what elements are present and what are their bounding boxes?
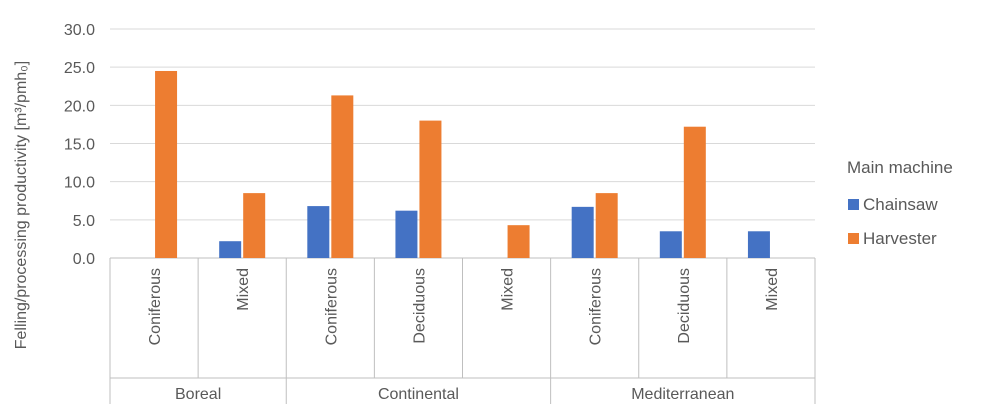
bar-harvester (243, 193, 266, 258)
bar-chainsaw (219, 241, 242, 258)
y-tick-labels: 0.0 5.0 10.0 15.0 20.0 25.0 30.0 (64, 22, 95, 268)
gridlines (110, 28, 815, 221)
legend-swatch-harvester (848, 233, 859, 244)
bar-chainsaw (747, 231, 770, 258)
group-label: Mediterranean (631, 386, 734, 403)
bar-harvester (595, 193, 618, 258)
group-label: Boreal (175, 386, 221, 403)
bars (155, 70, 770, 258)
legend: Main machine Chainsaw Harvester (847, 158, 953, 248)
bar-harvester (507, 225, 530, 258)
group-label: Continental (378, 386, 459, 403)
category-labels: Coniferous Mixed Boreal Coniferous Deciduous… (147, 268, 781, 403)
legend-label-chainsaw: Chainsaw (863, 195, 938, 214)
category-label: Deciduous (676, 268, 693, 344)
category-label: Deciduous (411, 268, 428, 344)
bar-chainsaw (307, 206, 330, 258)
y-tick-label: 15.0 (64, 137, 95, 154)
bar-harvester (331, 95, 354, 258)
axes (109, 257, 816, 404)
y-tick-label: 25.0 (64, 60, 95, 77)
legend-label-harvester: Harvester (863, 229, 937, 248)
category-label: Coniferous (588, 268, 605, 345)
category-label: Mixed (764, 268, 781, 311)
y-tick-label: 0.0 (73, 251, 95, 268)
legend-swatch-chainsaw (848, 199, 859, 210)
bar-harvester (419, 120, 442, 258)
bar-chainsaw (659, 231, 682, 258)
y-tick-label: 10.0 (64, 175, 95, 192)
category-label: Coniferous (323, 268, 340, 345)
bar-harvester (683, 126, 706, 258)
y-tick-label: 5.0 (73, 213, 95, 230)
category-label: Mixed (500, 268, 517, 311)
y-axis-label: Felling/processing productivity [m³/pmh₀… (13, 61, 30, 350)
bar-harvester (155, 70, 178, 258)
y-tick-label: 30.0 (64, 22, 95, 39)
bar-chainsaw (571, 206, 594, 258)
category-label: Mixed (235, 268, 252, 311)
category-label: Coniferous (147, 268, 164, 345)
y-tick-label: 20.0 (64, 98, 95, 115)
legend-title: Main machine (847, 158, 953, 177)
bar-chainsaw (395, 210, 418, 258)
